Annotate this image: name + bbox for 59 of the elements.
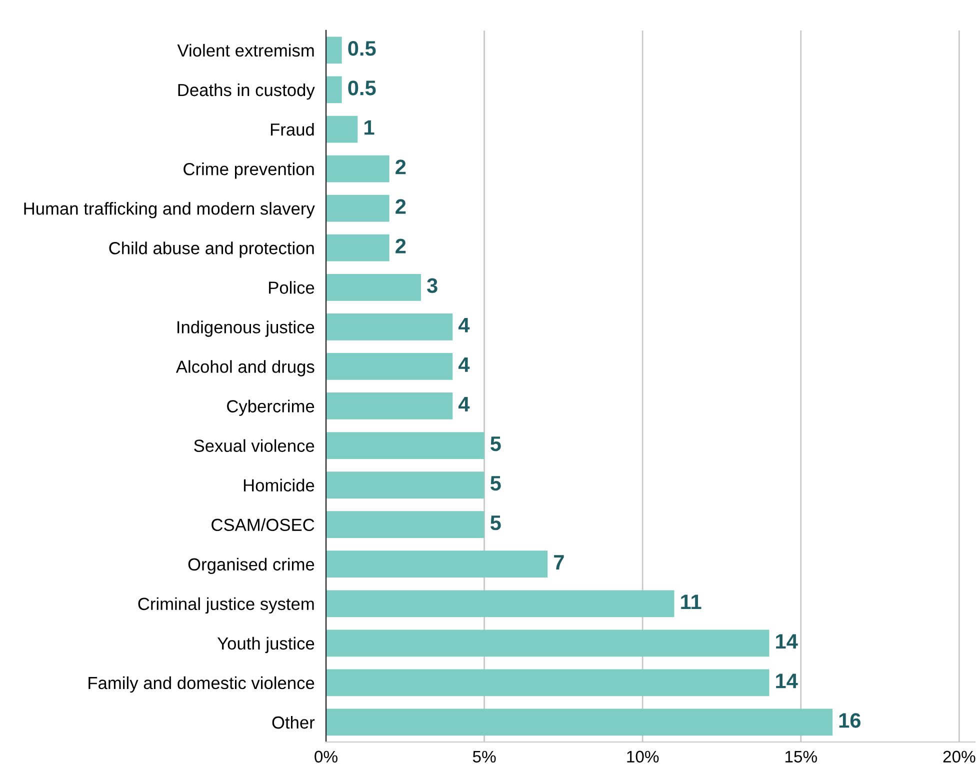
data-label: 2 [396, 160, 406, 174]
y-tick-label: Family and domestic violence [88, 676, 314, 693]
x-tick-label: 10% [627, 750, 659, 763]
data-label: 14 [776, 674, 798, 688]
bar [326, 313, 453, 340]
data-label: 1 [364, 120, 374, 135]
bar [326, 194, 390, 222]
bar [326, 274, 421, 301]
bar [326, 472, 484, 498]
y-tick-label: Cybercrime [227, 400, 314, 416]
bar [326, 630, 770, 657]
data-label: 14 [776, 634, 798, 649]
bar [326, 708, 833, 736]
x-tick-label: 5% [472, 750, 496, 763]
x-tick-label: 15% [785, 750, 817, 763]
y-tick-label: Other [272, 716, 315, 729]
y-tick-label: Homicide [244, 478, 314, 492]
y-tick-label: Fraud [270, 122, 314, 136]
data-label: 2 [396, 199, 406, 214]
y-tick-label: Alcohol and drugs [176, 360, 314, 376]
bar [326, 234, 390, 262]
data-label: 4 [458, 358, 470, 372]
data-label: 16 [839, 713, 861, 728]
data-label: 4 [458, 397, 470, 412]
y-tick-label: Youth justice [217, 636, 314, 654]
bar [326, 432, 484, 459]
y-tick-label: Indigenous justice [178, 320, 314, 337]
y-tick-label: Violent extremism [177, 44, 314, 57]
x-tick-label: 20% [943, 750, 976, 763]
bar [326, 511, 484, 538]
y-tick-label: Police [269, 281, 314, 294]
data-label: 5 [490, 436, 501, 452]
y-tick-label: Organised crime [188, 558, 314, 574]
data-label: 3 [427, 278, 438, 294]
data-label: 11 [681, 594, 702, 610]
bar [326, 155, 390, 182]
bar [326, 392, 453, 420]
bar [326, 76, 342, 104]
y-tick-label: Criminal justice system [138, 597, 314, 614]
data-label: 4 [458, 318, 470, 332]
y-tick-label: Deaths in custody [178, 83, 315, 100]
y-tick-label: Child abuse and protection [109, 242, 314, 258]
bar [326, 353, 453, 380]
bar [326, 116, 358, 143]
bar [326, 36, 342, 64]
y-tick-label: Crime prevention [184, 162, 314, 179]
data-label: 2 [396, 238, 406, 254]
data-label: 7 [554, 555, 564, 570]
y-tick-label: Human trafficking and modern slavery [24, 202, 315, 218]
data-label: 5 [490, 516, 501, 530]
data-label: 5 [490, 476, 501, 491]
data-label: 0.5 [348, 41, 376, 56]
x-tick-label: 0% [314, 750, 338, 763]
y-tick-label: Sexual violence [194, 439, 314, 452]
data-label: 0.5 [348, 80, 376, 96]
bar [326, 550, 548, 578]
bar [326, 669, 770, 696]
bar [326, 590, 674, 618]
y-tick-label: CSAM/OSEC [212, 518, 314, 532]
